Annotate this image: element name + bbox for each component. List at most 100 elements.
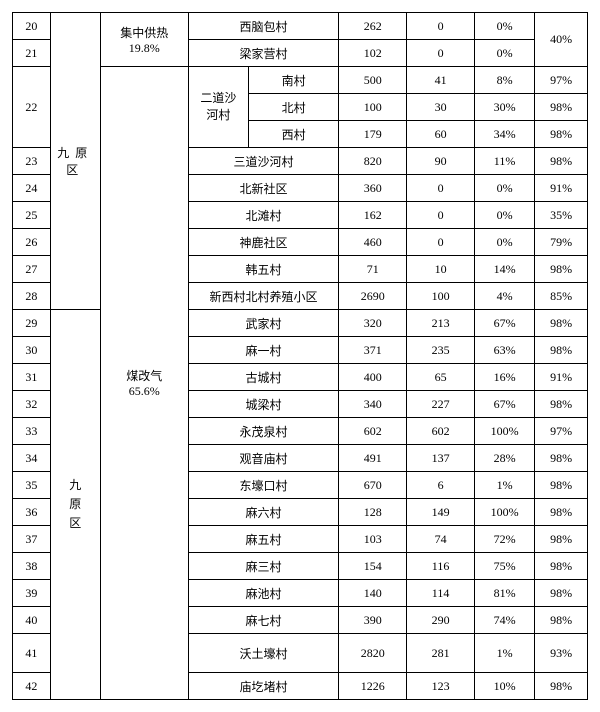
col-last: 98% xyxy=(535,580,588,607)
col-c: 67% xyxy=(474,310,534,337)
col-b: 213 xyxy=(407,310,475,337)
col-last: 85% xyxy=(535,283,588,310)
col-a: 340 xyxy=(339,391,407,418)
col-a: 602 xyxy=(339,418,407,445)
col-last: 98% xyxy=(535,310,588,337)
col-last: 98% xyxy=(535,499,588,526)
col-a: 100 xyxy=(339,94,407,121)
col-a: 400 xyxy=(339,364,407,391)
method-cell: 煤改气 65.6% xyxy=(100,67,188,700)
col-last: 91% xyxy=(535,175,588,202)
col-b: 0 xyxy=(407,175,475,202)
col-c: 0% xyxy=(474,175,534,202)
col-c: 11% xyxy=(474,148,534,175)
col-last: 93% xyxy=(535,634,588,673)
sub-village-cell: 北村 xyxy=(248,94,338,121)
col-last: 79% xyxy=(535,229,588,256)
method-pct: 65.6% xyxy=(103,384,186,399)
sub-village-cell: 西村 xyxy=(248,121,338,148)
village-cell: 东壕口村 xyxy=(188,472,339,499)
col-last: 98% xyxy=(535,148,588,175)
col-a: 2820 xyxy=(339,634,407,673)
village-cell: 麻五村 xyxy=(188,526,339,553)
village-cell: 新西村北村养殖小区 xyxy=(188,283,339,310)
col-a: 262 xyxy=(339,13,407,40)
col-c: 1% xyxy=(474,472,534,499)
col-c: 75% xyxy=(474,553,534,580)
col-c: 4% xyxy=(474,283,534,310)
col-last: 98% xyxy=(535,526,588,553)
col-a: 2690 xyxy=(339,283,407,310)
idx-cell: 28 xyxy=(13,283,51,310)
col-last: 98% xyxy=(535,472,588,499)
village-cell: 麻七村 xyxy=(188,607,339,634)
idx-cell: 41 xyxy=(13,634,51,673)
col-a: 320 xyxy=(339,310,407,337)
table-row: 29 九原区 武家村 320 213 67% 98% xyxy=(13,310,588,337)
col-a: 360 xyxy=(339,175,407,202)
village-cell: 麻一村 xyxy=(188,337,339,364)
village-cell: 沃土壕村 xyxy=(188,634,339,673)
village-cell: 城梁村 xyxy=(188,391,339,418)
idx-cell: 30 xyxy=(13,337,51,364)
col-c: 34% xyxy=(474,121,534,148)
idx-cell: 39 xyxy=(13,580,51,607)
idx-cell: 25 xyxy=(13,202,51,229)
village-cell: 麻六村 xyxy=(188,499,339,526)
col-c: 100% xyxy=(474,499,534,526)
col-b: 137 xyxy=(407,445,475,472)
col-a: 371 xyxy=(339,337,407,364)
col-last: 97% xyxy=(535,418,588,445)
idx-cell: 38 xyxy=(13,553,51,580)
col-last: 98% xyxy=(535,445,588,472)
group-village-cell: 二道沙河村 xyxy=(188,67,248,148)
idx-cell: 34 xyxy=(13,445,51,472)
col-b: 10 xyxy=(407,256,475,283)
village-cell: 庙圪堵村 xyxy=(188,673,339,700)
col-a: 500 xyxy=(339,67,407,94)
col-b: 65 xyxy=(407,364,475,391)
col-b: 90 xyxy=(407,148,475,175)
village-cell: 观音庙村 xyxy=(188,445,339,472)
idx-cell: 35 xyxy=(13,472,51,499)
col-b: 60 xyxy=(407,121,475,148)
col-c: 63% xyxy=(474,337,534,364)
col-last: 98% xyxy=(535,337,588,364)
col-b: 100 xyxy=(407,283,475,310)
col-c: 74% xyxy=(474,607,534,634)
col-b: 41 xyxy=(407,67,475,94)
idx-cell: 29 xyxy=(13,310,51,337)
village-cell: 武家村 xyxy=(188,310,339,337)
method-label: 集中供热 xyxy=(103,24,186,41)
col-a: 390 xyxy=(339,607,407,634)
col-a: 1226 xyxy=(339,673,407,700)
idx-cell: 36 xyxy=(13,499,51,526)
col-b: 0 xyxy=(407,229,475,256)
village-cell: 三道沙河村 xyxy=(188,148,339,175)
col-last: 35% xyxy=(535,202,588,229)
col-a: 102 xyxy=(339,40,407,67)
method-cell: 集中供热 19.8% xyxy=(100,13,188,67)
col-a: 179 xyxy=(339,121,407,148)
col-c: 14% xyxy=(474,256,534,283)
idx-cell: 24 xyxy=(13,175,51,202)
col-last: 98% xyxy=(535,121,588,148)
village-cell: 梁家营村 xyxy=(188,40,339,67)
col-a: 162 xyxy=(339,202,407,229)
col-last: 40% xyxy=(535,13,588,67)
idx-cell: 37 xyxy=(13,526,51,553)
col-a: 71 xyxy=(339,256,407,283)
col-c: 30% xyxy=(474,94,534,121)
data-table: 20 九原区 集中供热 19.8% 西脑包村 262 0 0% 40% 21 梁… xyxy=(12,12,588,700)
idx-cell: 42 xyxy=(13,673,51,700)
col-b: 149 xyxy=(407,499,475,526)
col-c: 81% xyxy=(474,580,534,607)
col-last: 98% xyxy=(535,607,588,634)
col-b: 30 xyxy=(407,94,475,121)
idx-cell: 21 xyxy=(13,40,51,67)
col-c: 16% xyxy=(474,364,534,391)
col-b: 0 xyxy=(407,40,475,67)
village-cell: 永茂泉村 xyxy=(188,418,339,445)
col-c: 28% xyxy=(474,445,534,472)
col-last: 98% xyxy=(535,391,588,418)
